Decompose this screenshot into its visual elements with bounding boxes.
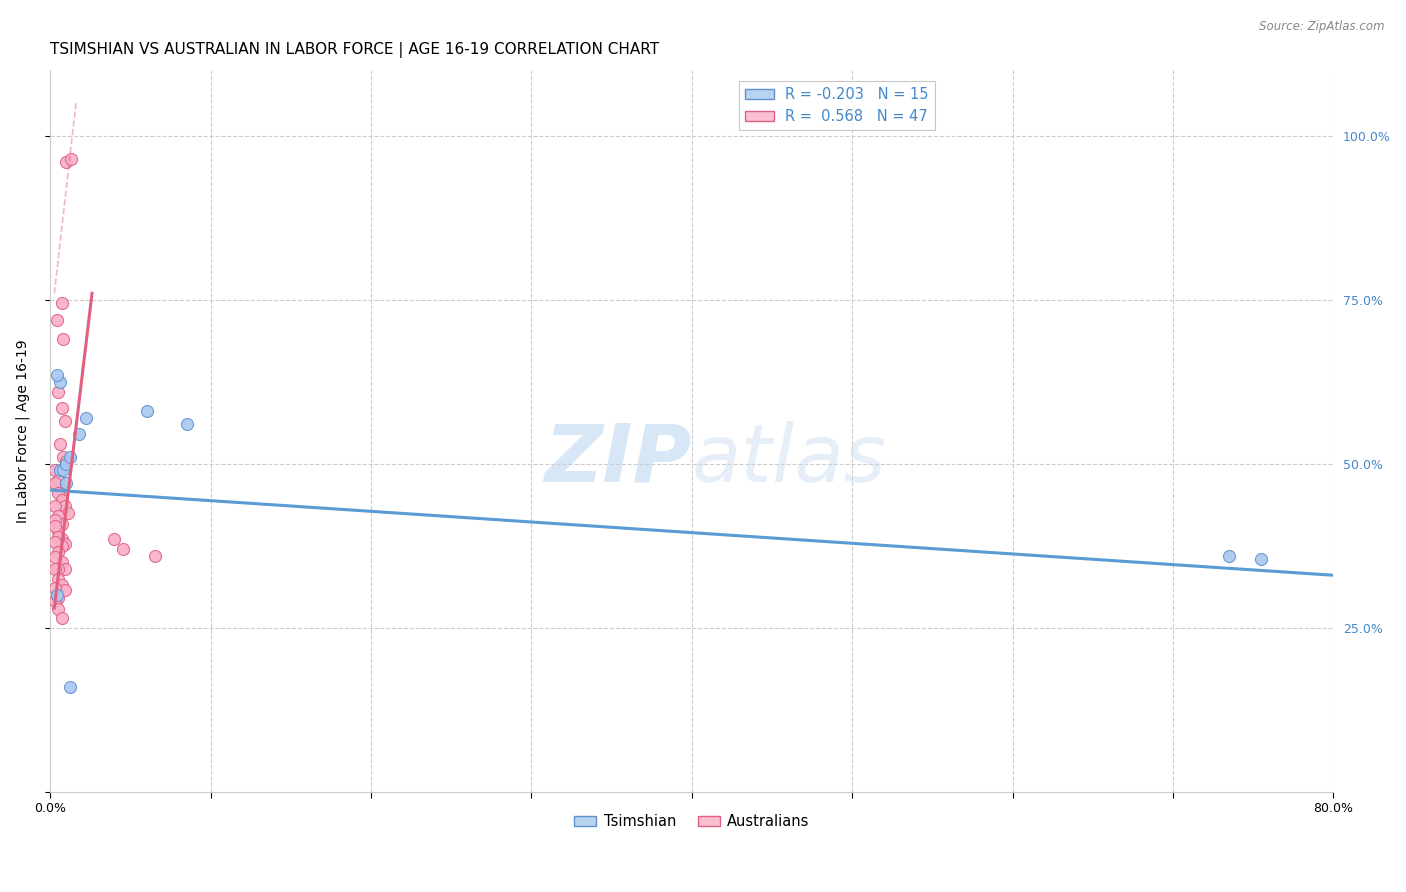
Point bbox=[51, 611, 73, 625]
Point bbox=[48, 473, 70, 487]
Point bbox=[143, 549, 166, 563]
Point bbox=[1218, 549, 1240, 563]
Point bbox=[48, 530, 70, 544]
Text: atlas: atlas bbox=[692, 421, 887, 499]
Point bbox=[55, 457, 77, 471]
Point bbox=[135, 404, 157, 418]
Legend: Tsimshian, Australians: Tsimshian, Australians bbox=[568, 808, 815, 835]
Point bbox=[51, 555, 73, 569]
Text: ZIP: ZIP bbox=[544, 421, 692, 499]
Point bbox=[51, 401, 73, 415]
Point bbox=[48, 572, 70, 586]
Point bbox=[55, 155, 77, 169]
Point bbox=[44, 535, 66, 549]
Text: TSIMSHIAN VS AUSTRALIAN IN LABOR FORCE | AGE 16-19 CORRELATION CHART: TSIMSHIAN VS AUSTRALIAN IN LABOR FORCE |… bbox=[51, 42, 659, 58]
Point bbox=[48, 602, 70, 616]
Point bbox=[176, 417, 198, 432]
Point bbox=[44, 500, 66, 514]
Point bbox=[48, 509, 70, 524]
Point bbox=[49, 437, 72, 451]
Point bbox=[111, 542, 134, 557]
Point bbox=[51, 492, 73, 507]
Point bbox=[67, 427, 90, 442]
Point bbox=[51, 539, 73, 553]
Point bbox=[48, 524, 70, 538]
Point bbox=[44, 594, 66, 608]
Point bbox=[55, 476, 77, 491]
Point bbox=[52, 463, 75, 477]
Point bbox=[53, 562, 76, 576]
Point bbox=[53, 582, 76, 597]
Point bbox=[56, 506, 79, 520]
Point bbox=[51, 517, 73, 532]
Point bbox=[48, 545, 70, 559]
Point bbox=[53, 414, 76, 428]
Point bbox=[51, 578, 73, 592]
Point bbox=[53, 500, 76, 514]
Text: Source: ZipAtlas.com: Source: ZipAtlas.com bbox=[1260, 20, 1385, 33]
Point bbox=[103, 532, 125, 546]
Point bbox=[49, 375, 72, 389]
Point bbox=[44, 519, 66, 533]
Point bbox=[52, 332, 75, 346]
Point bbox=[44, 549, 66, 564]
Point bbox=[44, 512, 66, 526]
Point bbox=[60, 152, 83, 166]
Point bbox=[45, 588, 67, 602]
Y-axis label: In Labor Force | Age 16-19: In Labor Force | Age 16-19 bbox=[15, 339, 30, 523]
Point bbox=[52, 450, 75, 465]
Point bbox=[51, 296, 73, 310]
Point bbox=[44, 476, 66, 491]
Point bbox=[58, 680, 80, 694]
Point bbox=[75, 411, 97, 425]
Point bbox=[58, 450, 80, 465]
Point bbox=[48, 562, 70, 576]
Point bbox=[48, 384, 70, 399]
Point bbox=[55, 453, 77, 467]
Point bbox=[44, 463, 66, 477]
Point bbox=[49, 463, 72, 477]
Point bbox=[45, 312, 67, 326]
Point bbox=[48, 591, 70, 606]
Point bbox=[44, 562, 66, 576]
Point bbox=[44, 582, 66, 596]
Point bbox=[51, 532, 73, 546]
Point bbox=[53, 537, 76, 551]
Point bbox=[45, 368, 67, 383]
Point bbox=[48, 486, 70, 500]
Point bbox=[51, 483, 73, 497]
Point bbox=[1250, 552, 1272, 566]
